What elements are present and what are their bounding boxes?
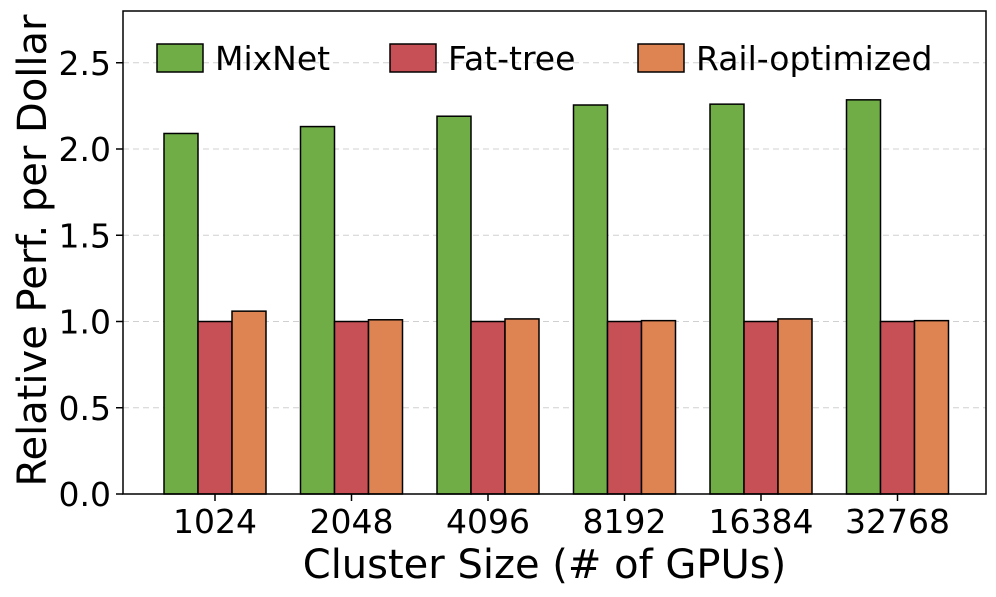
y-axis-ticks: 0.0 0.5 1.0 1.5 2.0 2.5 [59,44,123,514]
bar-rail-optimized-1024 [231,310,267,495]
legend: MixNet Fat-tree Rail-optimized [156,39,932,78]
y-tick-label: 0.0 [59,475,111,514]
bar-fat-tree-32768 [879,320,916,495]
x-tick-label: 1024 [173,502,257,541]
bar-mixnet-1024 [163,132,199,495]
legend-swatch [156,43,204,73]
plot-frame [122,10,987,495]
bar-rail-optimized-4096 [504,318,540,495]
grid-lines [123,62,986,409]
y-tick-label: 0.5 [59,389,111,428]
legend-swatch [637,43,685,73]
bar-mixnet-4096 [436,115,472,495]
legend-label: MixNet [215,39,330,78]
y-tick-label: 2.0 [59,130,111,169]
legend-swatch [389,43,437,73]
bar-fat-tree-2048 [333,320,370,495]
legend-label: Fat-tree [448,39,575,78]
y-tick-label: 2.5 [59,44,111,83]
bar-rail-optimized-2048 [367,319,404,495]
legend-label: Rail-optimized [696,39,932,78]
y-tick-label: 1.5 [59,216,111,255]
bar-mixnet-16384 [709,103,745,495]
x-tick-label: 2048 [310,502,394,541]
bar-fat-tree-16384 [743,320,779,495]
bars [163,99,950,495]
bar-fat-tree-1024 [197,320,233,495]
bar-mixnet-32768 [845,99,882,495]
x-axis-ticks: 1024 2048 4096 8192 16384 32768 [173,494,950,541]
x-tick-label: 32768 [845,502,950,541]
bar-mixnet-2048 [299,125,336,495]
bar-mixnet-8192 [572,104,609,495]
y-tick-label: 1.0 [59,303,111,342]
x-tick-label: 8192 [583,502,667,541]
bar-rail-optimized-8192 [640,319,677,495]
bar-rail-optimized-32768 [913,319,950,495]
bar-fat-tree-4096 [470,320,506,495]
x-axis-label: Cluster Size (# of GPUs) [303,542,786,588]
bar-fat-tree-8192 [606,320,643,495]
y-axis-label: Relative Perf. per Dollar [10,14,56,487]
bar-rail-optimized-16384 [777,318,813,495]
x-tick-label: 16384 [709,502,814,541]
x-tick-label: 4096 [446,502,530,541]
